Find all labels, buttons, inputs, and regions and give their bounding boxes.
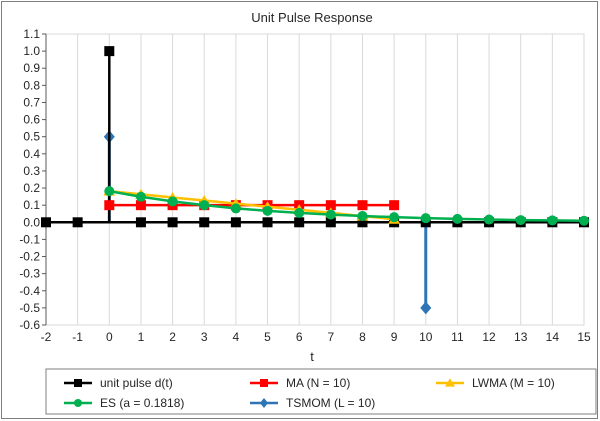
y-tick-label: 0.9 xyxy=(23,61,40,75)
y-tick-label: 0.1 xyxy=(23,198,40,212)
data-point xyxy=(167,196,178,207)
data-point xyxy=(135,200,146,211)
legend-label: TSMOM (L = 10) xyxy=(286,396,375,410)
y-tick-label: -0.5 xyxy=(19,301,40,315)
data-point xyxy=(325,217,336,228)
x-axis-title: t xyxy=(310,349,314,364)
y-tick-label: -0.1 xyxy=(19,232,40,246)
legend-item: TSMOM (L = 10) xyxy=(250,396,375,410)
legend: unit pulse d(t) MA (N = 10) LWMA (M = 10) E… xyxy=(64,376,555,410)
legend-marker xyxy=(260,379,268,387)
data-point xyxy=(357,200,368,211)
data-point xyxy=(262,205,273,216)
y-tick-label: 0.8 xyxy=(23,78,40,92)
axes xyxy=(42,33,47,326)
data-point xyxy=(41,217,51,228)
data-point xyxy=(135,191,146,202)
x-tick-label: 5 xyxy=(264,330,271,344)
legend-marker xyxy=(74,399,82,407)
y-tick-label: 0.0 xyxy=(23,215,40,229)
y-tick-label: 1.0 xyxy=(23,44,40,58)
data-point xyxy=(484,214,495,225)
legend-item: MA (N = 10) xyxy=(250,376,350,390)
x-tick-label: 8 xyxy=(359,330,366,344)
x-tick-label: 3 xyxy=(201,330,208,344)
x-tick-label: 2 xyxy=(169,330,176,344)
data-point xyxy=(579,215,589,226)
y-tick-label: 0.3 xyxy=(23,164,40,178)
x-tick-label: 15 xyxy=(577,330,591,344)
data-point xyxy=(104,186,115,197)
y-tick-label: 0.2 xyxy=(23,181,40,195)
y-tick-label: -0.6 xyxy=(19,318,40,332)
data-point xyxy=(515,215,526,226)
x-tick-label: 12 xyxy=(482,330,496,344)
data-point xyxy=(547,215,558,226)
data-point xyxy=(325,200,336,211)
data-point xyxy=(420,213,431,224)
data-point xyxy=(230,203,241,214)
y-tick-label: 1.1 xyxy=(23,27,40,41)
y-tick-label: 0.7 xyxy=(23,95,40,109)
data-point xyxy=(389,212,400,223)
tick-labels: -2 -1 0 1 2 3 4 5 6 7 8 9 10 11 12 13 14 15-0.6-0.5-0.4-0… xyxy=(19,27,591,344)
grid xyxy=(45,33,585,326)
data-point xyxy=(294,217,305,228)
legend-marker xyxy=(260,398,268,408)
legend-label: unit pulse d(t) xyxy=(100,376,173,390)
x-tick-label: 14 xyxy=(546,330,560,344)
chart-title: Unit Pulse Response xyxy=(251,10,372,25)
data-point xyxy=(325,209,336,220)
data-point xyxy=(389,200,400,211)
x-tick-label: 13 xyxy=(514,330,528,344)
series-unit-pulse xyxy=(41,46,589,228)
plot-area xyxy=(45,33,585,326)
legend-label: LWMA (M = 10) xyxy=(472,376,555,390)
data-point xyxy=(357,210,368,221)
data-point xyxy=(262,217,273,228)
y-tick-label: 0.6 xyxy=(23,113,40,127)
legend-label: MA (N = 10) xyxy=(286,376,350,390)
data-point xyxy=(230,217,241,228)
series-line xyxy=(109,189,585,223)
legend-box xyxy=(45,368,597,415)
x-tick-label: 0 xyxy=(106,330,113,344)
data-point xyxy=(135,217,146,228)
x-tick-label: 7 xyxy=(327,330,334,344)
series-es-a-0-1818 xyxy=(104,186,589,226)
x-tick-label: 1 xyxy=(138,330,145,344)
legend-item: ES (a = 0.1818) xyxy=(64,396,184,410)
y-tick-label: 0.5 xyxy=(23,130,40,144)
data-point xyxy=(357,217,368,228)
data-point xyxy=(294,207,305,218)
data-point xyxy=(452,213,463,224)
data-point xyxy=(167,217,178,228)
x-tick-label: -1 xyxy=(72,330,83,344)
x-tick-label: 10 xyxy=(419,330,433,344)
data-point xyxy=(199,200,210,211)
y-tick-label: 0.4 xyxy=(23,147,40,161)
legend-marker xyxy=(445,378,455,387)
data-point xyxy=(420,301,432,315)
x-tick-label: 4 xyxy=(233,330,240,344)
y-tick-label: -0.2 xyxy=(19,250,40,264)
data-point xyxy=(72,217,83,228)
data-point xyxy=(104,46,115,57)
x-tick-label: -2 xyxy=(41,330,52,344)
legend-item: LWMA (M = 10) xyxy=(436,376,555,390)
legend-item: unit pulse d(t) xyxy=(64,376,173,390)
x-tick-label: 11 xyxy=(451,330,464,344)
data-point xyxy=(199,217,210,228)
series-layer xyxy=(41,46,589,315)
x-tick-label: 9 xyxy=(391,330,398,344)
y-tick-label: -0.3 xyxy=(19,267,40,281)
data-point xyxy=(104,200,115,211)
legend-label: ES (a = 0.1818) xyxy=(100,396,184,410)
legend-marker xyxy=(74,379,82,387)
y-tick-label: -0.4 xyxy=(19,284,40,298)
x-tick-label: 6 xyxy=(296,330,303,344)
